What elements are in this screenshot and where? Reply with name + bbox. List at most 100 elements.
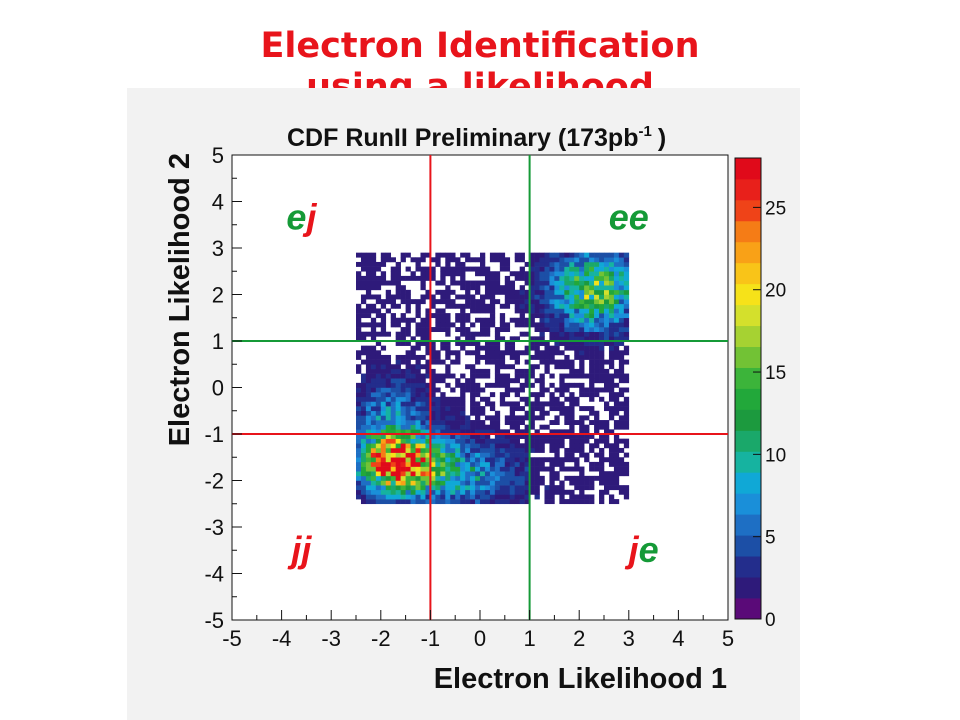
heatmap-bin: [599, 285, 605, 291]
heatmap-bin: [480, 303, 486, 309]
heatmap-bin: [579, 289, 585, 295]
heatmap-bin: [544, 275, 550, 281]
heatmap-bin: [514, 308, 520, 314]
heatmap-bin: [569, 294, 575, 300]
heatmap-bin: [484, 275, 491, 281]
heatmap-bin: [480, 461, 486, 467]
heatmap-bin: [420, 434, 426, 439]
heatmap-bin: [450, 466, 456, 472]
heatmap-bin: [380, 359, 387, 365]
heatmap-bin: [559, 364, 565, 370]
heatmap-bin: [549, 401, 555, 407]
heatmap-bin: [514, 336, 520, 342]
heatmap-bin: [475, 420, 481, 425]
heatmap-bin: [604, 289, 610, 295]
heatmap-bin: [435, 261, 441, 267]
heatmap-bin: [360, 457, 367, 463]
heatmap-bin: [569, 452, 575, 458]
heatmap-bin: [524, 424, 530, 430]
heatmap-bin: [613, 336, 620, 342]
heatmap-bin: [380, 322, 387, 328]
heatmap-bin: [360, 252, 367, 258]
heatmap-bin: [356, 457, 362, 463]
heatmap-bin: [494, 410, 501, 416]
heatmap-bin: [539, 466, 545, 472]
heatmap-bin: [509, 424, 516, 430]
heatmap-bin: [608, 392, 615, 398]
heatmap-bin: [445, 261, 451, 267]
heatmap-bin: [425, 341, 431, 346]
heatmap-bin: [599, 466, 605, 472]
heatmap-bin: [494, 489, 501, 495]
heatmap-bin: [599, 457, 605, 463]
heatmap-bin: [365, 452, 372, 458]
heatmap-bin: [524, 359, 530, 365]
heatmap-bin: [529, 485, 535, 491]
heatmap-bin: [425, 317, 431, 323]
heatmap-bin: [539, 271, 545, 277]
heatmap-bin: [544, 387, 550, 393]
heatmap-bin: [445, 271, 451, 277]
heatmap-bin: [425, 424, 431, 430]
heatmap-bin: [405, 485, 411, 491]
heatmap-bin: [504, 415, 511, 421]
heatmap-bin: [405, 434, 411, 439]
heatmap-bin: [370, 317, 377, 323]
heatmap-bin: [589, 475, 595, 481]
heatmap-bin: [356, 364, 362, 370]
heatmap-bin: [450, 461, 456, 467]
heatmap-bin: [519, 457, 525, 463]
heatmap-bin: [380, 387, 387, 393]
heatmap-bin: [494, 354, 501, 360]
heatmap-bin: [475, 266, 481, 272]
heatmap-bin: [574, 345, 580, 351]
heatmap-bin: [385, 289, 392, 295]
heatmap-bin: [618, 331, 625, 337]
heatmap-bin: [589, 322, 595, 328]
heatmap-bin: [450, 452, 456, 458]
heatmap-bin: [618, 285, 625, 291]
heatmap-bin: [430, 387, 436, 393]
heatmap-bin: [618, 322, 625, 328]
heatmap-bin: [420, 410, 426, 416]
heatmap-bin: [499, 392, 506, 398]
heatmap-bin: [544, 285, 550, 291]
heatmap-bin: [385, 424, 392, 430]
y-tick-label: 0: [212, 376, 224, 401]
heatmap-bin: [430, 350, 436, 356]
heatmap-bin: [460, 373, 466, 379]
heatmap-bin: [380, 327, 387, 332]
heatmap-bin: [370, 359, 377, 365]
heatmap-bin: [425, 294, 431, 300]
heatmap-bin: [524, 345, 530, 351]
heatmap-bin: [529, 401, 535, 407]
heatmap-bin: [460, 396, 466, 402]
heatmap-bin: [395, 443, 401, 449]
heatmap-bin: [569, 368, 575, 374]
heatmap-bin: [440, 475, 446, 481]
heatmap-bin: [435, 415, 441, 421]
heatmap-bin: [618, 266, 625, 272]
heatmap-bin: [440, 434, 446, 439]
heatmap-bin: [460, 475, 466, 481]
heatmap-bin: [489, 475, 496, 481]
heatmap-bin: [360, 485, 367, 491]
heatmap-bin: [584, 350, 590, 356]
heatmap-bin: [499, 313, 506, 319]
heatmap-bin: [375, 410, 382, 416]
heatmap-bin: [554, 317, 560, 323]
heatmap-bin: [415, 345, 421, 351]
heatmap-bin: [430, 373, 436, 379]
heatmap-bin: [415, 364, 421, 370]
heatmap-bin: [420, 285, 426, 291]
heatmap-bin: [420, 461, 426, 467]
heatmap-bin: [365, 475, 372, 481]
heatmap-bin: [395, 359, 401, 365]
heatmap-bin: [504, 345, 511, 351]
heatmap-bin: [504, 401, 511, 407]
heatmap-bin: [559, 275, 565, 281]
heatmap-bin: [584, 341, 590, 346]
heatmap-bin: [579, 373, 585, 379]
heatmap-bin: [549, 327, 555, 332]
heatmap-bin: [420, 475, 426, 481]
